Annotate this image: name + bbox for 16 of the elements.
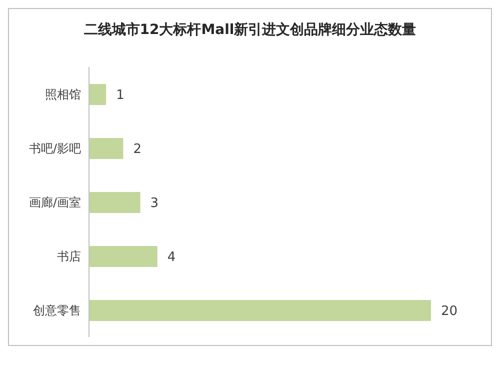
bar: [89, 192, 140, 213]
bar: [89, 84, 106, 105]
y-tick-label: 书店: [57, 249, 81, 264]
data-label: 4: [167, 250, 176, 266]
bar: [89, 300, 431, 321]
chart-title: 二线城市12大标杆Mall新引进文创品牌细分业态数量: [82, 21, 418, 39]
y-tick-label: 照相馆: [45, 87, 81, 102]
y-tick-label: 书吧/影吧: [28, 141, 81, 156]
data-label: 3: [150, 196, 159, 212]
bar: [89, 246, 158, 267]
data-label: 20: [441, 304, 458, 320]
y-tick-label: 画廊/画室: [28, 195, 81, 210]
bar: [89, 138, 124, 159]
y-tick-label: 创意零售: [33, 303, 81, 318]
data-label: 1: [116, 88, 124, 104]
data-label: 2: [133, 142, 142, 158]
